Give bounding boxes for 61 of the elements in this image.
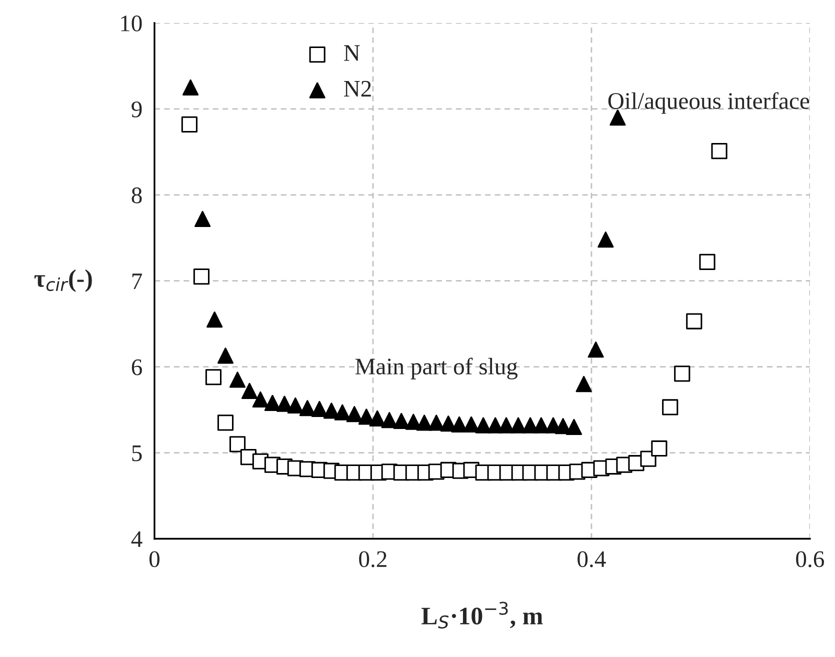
y-tick-label: 5 <box>132 446 142 462</box>
point <box>699 254 716 270</box>
point <box>229 372 246 388</box>
x-tick-label: 0 <box>149 551 160 568</box>
point <box>510 417 526 434</box>
point <box>369 410 386 426</box>
point <box>711 143 728 160</box>
point <box>194 210 211 228</box>
legend-label: N2 <box>344 80 371 96</box>
y-tick-label: 10 <box>121 15 142 32</box>
point <box>566 418 582 436</box>
point <box>205 369 222 386</box>
point <box>358 408 374 425</box>
point <box>487 417 504 434</box>
point <box>451 416 468 432</box>
point <box>181 116 198 132</box>
legend-label: N <box>344 45 360 61</box>
point <box>323 402 340 419</box>
point <box>217 348 234 364</box>
y-tick-label: 6 <box>132 359 142 376</box>
point <box>393 412 410 430</box>
y-tick-label: 7 <box>132 274 142 290</box>
x-tick-label: 0.6 <box>796 551 824 568</box>
point <box>651 440 668 457</box>
point <box>640 450 656 467</box>
point <box>334 404 350 420</box>
point <box>252 391 268 408</box>
point <box>264 394 281 411</box>
point <box>299 400 316 416</box>
y-axis-title: τ$_{cir}$(-) <box>34 269 92 292</box>
x-axis-title: L$_{S}$·10$^{−3}$, m <box>422 602 543 629</box>
point <box>311 400 328 417</box>
point <box>588 342 604 358</box>
point <box>576 376 592 392</box>
point <box>182 79 199 96</box>
point <box>381 412 398 428</box>
point <box>522 417 538 434</box>
y-tick-label: 8 <box>132 187 142 204</box>
point <box>662 399 678 416</box>
point <box>217 414 234 431</box>
x-tick-label: 0.4 <box>578 551 606 568</box>
point <box>428 414 444 431</box>
x-tick-label: 0.2 <box>359 551 386 568</box>
annotation: Oil/aqueous interface <box>608 92 810 114</box>
point <box>346 406 362 422</box>
point <box>229 436 246 452</box>
point <box>475 417 492 434</box>
point <box>598 232 614 248</box>
y-tick-label: 9 <box>132 102 142 118</box>
point <box>206 312 223 328</box>
point <box>686 313 702 330</box>
point <box>533 417 550 434</box>
point <box>674 366 690 382</box>
point <box>416 414 432 431</box>
point <box>498 417 514 434</box>
point <box>287 397 304 414</box>
y-tick-label: 4 <box>131 531 142 547</box>
point <box>463 416 480 432</box>
point <box>241 382 258 399</box>
annotation: Main part of slug <box>355 358 518 380</box>
point <box>193 268 210 285</box>
